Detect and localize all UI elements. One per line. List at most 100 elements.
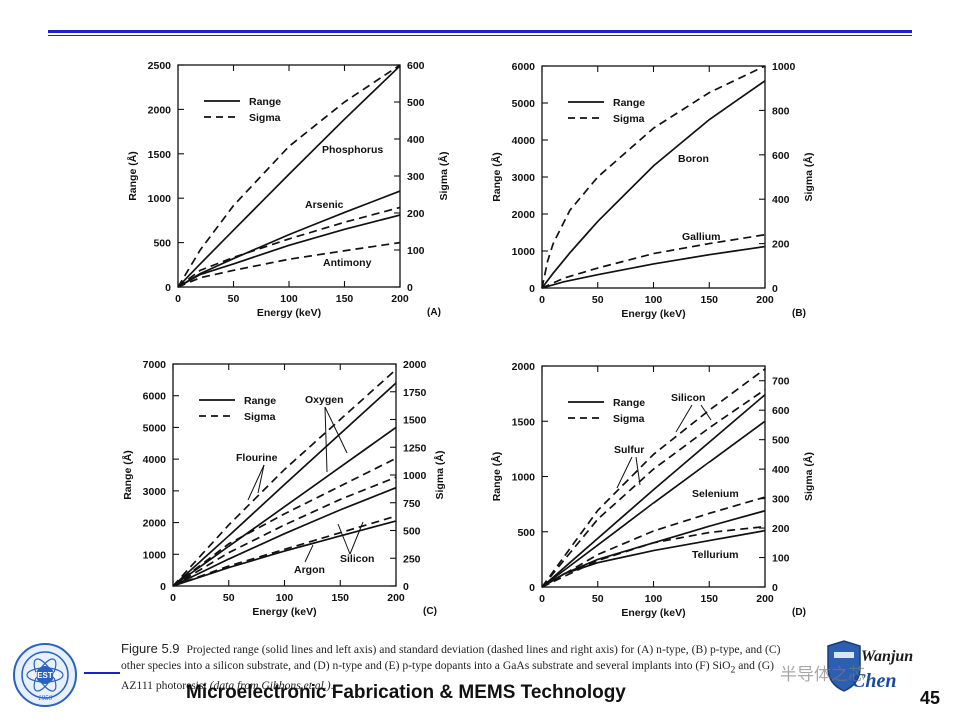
series-line-silicon-range	[172, 486, 397, 587]
x-tick-label: 150	[700, 593, 718, 605]
x-axis-label: Energy (keV)	[621, 308, 685, 320]
y-tick-label: 0	[529, 283, 535, 295]
y-tick-label: 0	[529, 582, 535, 594]
y2-tick-label: 100	[407, 245, 425, 257]
x-tick-label: 200	[387, 592, 405, 604]
x-axis-label: Energy (keV)	[257, 307, 321, 319]
y2-tick-label: 200	[772, 523, 790, 535]
annotation-pointer	[349, 521, 364, 555]
y-axis-label: Range (Å)	[121, 450, 134, 500]
series-line-gallium-range	[541, 245, 766, 289]
series-line-tellurium-range	[541, 529, 766, 588]
x-axis-label: Energy (keV)	[252, 606, 316, 618]
y-tick-label: 1000	[143, 549, 167, 561]
figure-panels: 0 50 100 150 2000500100015002000250001002003…	[121, 60, 815, 619]
y-tick-label: 5000	[143, 422, 167, 434]
y2-tick-label: 200	[407, 208, 425, 220]
y2-tick-label: 300	[772, 494, 790, 506]
series-line-boron-sigma	[541, 65, 766, 289]
y2-tick-label: 300	[407, 171, 425, 183]
annotation-pointer	[635, 456, 641, 486]
series-line-silicon-sigma	[541, 368, 766, 588]
series-line-argon-sigma	[172, 515, 397, 587]
legend-label-sigma: Sigma	[244, 411, 276, 423]
panel-label: (A)	[427, 307, 441, 318]
y2-tick-label: 0	[403, 581, 409, 593]
y-tick-label: 7000	[143, 359, 167, 371]
y2-tick-label: 1750	[403, 387, 427, 399]
series-line-flourine-sigma	[172, 457, 397, 587]
legend-label-range: Range	[613, 97, 645, 109]
x-tick-label: 150	[336, 293, 354, 305]
annotation-pointer	[257, 464, 265, 494]
x-tick-label: 100	[280, 293, 298, 305]
y-tick-label: 2000	[512, 361, 536, 373]
y-tick-label: 0	[160, 581, 166, 593]
watermark: 半导体之芯	[780, 665, 865, 684]
y-tick-label: 6000	[512, 61, 536, 73]
annotation-boron: Boron	[678, 153, 709, 165]
y2-tick-label: 0	[772, 582, 778, 594]
y2-tick-label: 700	[772, 376, 790, 388]
series-line-arsenic-sigma	[177, 206, 401, 288]
course-title: Microelectronic Fabrication & MEMS Techn…	[186, 682, 626, 703]
annotation-arsenic: Arsenic	[305, 199, 344, 211]
y2-tick-label: 0	[772, 283, 778, 295]
x-tick-label: 0	[170, 592, 176, 604]
y2-tick-label: 400	[407, 134, 425, 146]
x-tick-label: 0	[539, 593, 545, 605]
series-line-phosphorus-sigma	[177, 64, 401, 288]
annotation-pointer	[304, 544, 314, 563]
y-tick-label: 2000	[143, 518, 167, 530]
y2-tick-label: 600	[772, 150, 790, 162]
annotation-gallium: Gallium	[682, 231, 721, 243]
annotation-pointer	[616, 456, 633, 489]
y2-tick-label: 200	[772, 239, 790, 251]
annotation-pointer	[324, 406, 328, 473]
y2-tick-label: 500	[403, 526, 421, 538]
y-tick-label: 0	[165, 282, 171, 294]
y2-tick-label: 1250	[403, 442, 427, 454]
annotation-pointer	[337, 523, 351, 555]
y-tick-label: 1000	[512, 472, 536, 484]
legend-label-sigma: Sigma	[613, 113, 645, 125]
series-line-oxygen-range	[172, 382, 397, 587]
series-line-antimony-sigma	[177, 241, 401, 288]
y-tick-label: 3000	[512, 172, 536, 184]
y-tick-label: 1000	[148, 193, 172, 205]
y2-tick-label: 600	[407, 60, 425, 72]
x-tick-label: 100	[645, 294, 663, 306]
x-tick-label: 150	[700, 294, 718, 306]
header-rule	[48, 30, 912, 33]
x-tick-label: 50	[223, 592, 235, 604]
y2-axis-label: Sigma (Å)	[433, 450, 446, 499]
panel-label: (C)	[423, 606, 437, 617]
legend-label-range: Range	[613, 397, 645, 409]
caption-text: Projected range (solid lines and left ax…	[121, 643, 781, 672]
y2-axis-label: Sigma (Å)	[802, 452, 815, 501]
caption-figure-number: Figure 5.9	[121, 641, 180, 656]
y-tick-label: 5000	[512, 98, 536, 110]
y2-axis-label: Sigma (Å)	[437, 151, 450, 200]
y-tick-label: 3000	[143, 486, 167, 498]
annotation-sulfur: Sulfur	[614, 444, 644, 456]
y2-tick-label: 2000	[403, 359, 427, 371]
series-line-argon-range	[172, 520, 397, 587]
series-line-tellurium-sigma	[541, 525, 766, 588]
panel-label: (B)	[792, 308, 806, 319]
legend-label-sigma: Sigma	[249, 112, 281, 124]
x-tick-label: 150	[331, 592, 349, 604]
x-tick-label: 50	[592, 593, 604, 605]
annotation-pointer	[700, 404, 712, 421]
annotation-silicon: Silicon	[671, 392, 705, 404]
y2-tick-label: 400	[772, 194, 790, 206]
y2-tick-label: 100	[772, 553, 790, 565]
page-number: 45	[920, 688, 941, 708]
annotation-pointer	[324, 406, 348, 454]
brand-shield-icon	[827, 640, 861, 692]
x-tick-label: 100	[276, 592, 294, 604]
series-line-antimony-range	[177, 214, 401, 288]
annotation-antimony: Antimony	[323, 257, 372, 269]
y-tick-label: 2000	[512, 209, 536, 221]
y-tick-label: 1500	[512, 416, 536, 428]
